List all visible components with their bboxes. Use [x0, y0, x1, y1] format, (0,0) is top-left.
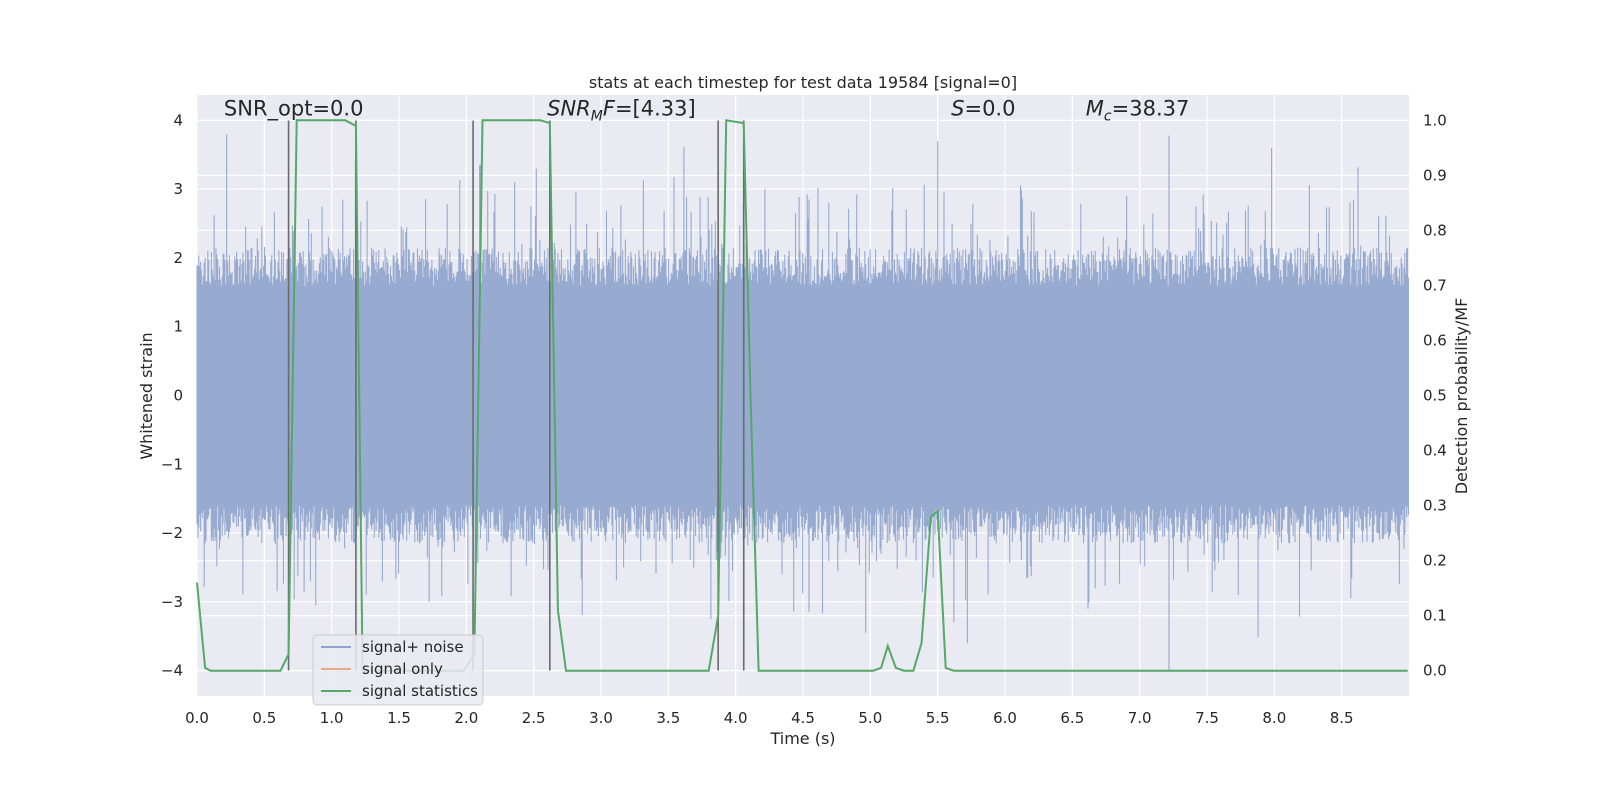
y2-tick-label: 0.8: [1423, 221, 1447, 239]
y-tick-label: 4: [173, 111, 183, 129]
y2-tick-label: 0.5: [1423, 387, 1447, 405]
x-tick-label: 5.0: [858, 709, 882, 727]
annotations: SNR_opt=0.0 SNRMF=[4.33] S=0.0 Mc=38.37: [224, 97, 1189, 125]
y-tick-label: 3: [173, 180, 183, 198]
y-axis-label: Whitened strain: [137, 332, 156, 459]
legend: signal+ noise signal only signal statistic…: [312, 634, 484, 706]
y-tick-label: −4: [161, 662, 183, 680]
vertical-markers: [287, 120, 745, 671]
y-tick-label: −2: [161, 524, 183, 542]
legend-label: signal+ noise: [362, 638, 464, 656]
x-tick-label: 4.5: [791, 709, 815, 727]
noise-trace: [196, 134, 1409, 671]
annotation-1: SNR_opt=0.0: [224, 97, 364, 122]
legend-label: signal only: [362, 660, 443, 678]
x-tick-label: 4.0: [724, 709, 748, 727]
y2-tick-label: 0.1: [1423, 607, 1447, 625]
series-signal-statistics: [196, 119, 1408, 672]
x-tick-label: 0.0: [185, 709, 209, 727]
x-tick-label: 1.5: [387, 709, 411, 727]
statistics-line: [196, 119, 1408, 672]
y2-tick-label: 0.6: [1423, 331, 1447, 349]
x-tick-label: 7.5: [1195, 709, 1219, 727]
x-tick-label: 7.0: [1128, 709, 1152, 727]
tick-labels: 0.0 0.5 1.0 1.5 2.0 2.5 3.0 3.5 4.0 4.5 5.0 5.5 6.0 6…: [161, 111, 1447, 727]
y-tick-label: 0: [173, 387, 183, 405]
x-tick-label: 6.0: [993, 709, 1017, 727]
annotation-4: Mc=38.37: [1086, 97, 1190, 125]
y-tick-label: −1: [161, 455, 183, 473]
y2-tick-label: 0.2: [1423, 552, 1447, 570]
x-tick-label: 1.0: [320, 709, 344, 727]
y2-tick-label: 0.0: [1423, 662, 1447, 680]
annotation-3: S=0.0: [951, 97, 1015, 121]
y2-tick-label: 1.0: [1423, 111, 1447, 129]
x-tick-label: 3.0: [589, 709, 613, 727]
x-tick-label: 2.0: [454, 709, 478, 727]
y2-tick-label: 0.9: [1423, 166, 1447, 184]
x-tick-label: 2.5: [522, 709, 546, 727]
x-tick-label: 8.0: [1262, 709, 1286, 727]
y2-tick-label: 0.4: [1423, 442, 1447, 460]
x-axis-label: Time (s): [769, 729, 835, 748]
y-tick-label: 2: [173, 249, 183, 267]
x-tick-label: 0.5: [252, 709, 276, 727]
legend-label: signal statistics: [362, 682, 478, 700]
y2-tick-label: 0.7: [1423, 276, 1447, 294]
annotation-2: SNRMF=[4.33]: [547, 97, 696, 125]
x-tick-label: 3.5: [656, 709, 680, 727]
legend-box: [312, 634, 484, 706]
series-signal-noise: [196, 134, 1409, 671]
y-tick-label: −3: [161, 593, 183, 611]
y2-axis-label: Detection probability/MF: [1452, 298, 1471, 495]
y-tick-label: 1: [173, 318, 183, 336]
x-tick-label: 5.5: [926, 709, 950, 727]
chart-title: stats at each timestep for test data 195…: [589, 73, 1017, 92]
x-tick-label: 6.5: [1060, 709, 1084, 727]
x-tick-label: 8.5: [1330, 709, 1354, 727]
y2-tick-label: 0.3: [1423, 497, 1447, 515]
